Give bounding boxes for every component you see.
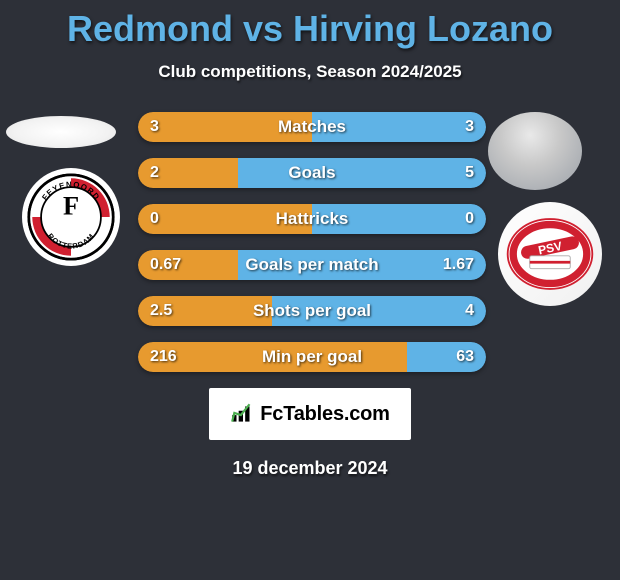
metric-label: Goals <box>138 158 486 188</box>
club-right-badge: PSV <box>498 202 602 306</box>
player-right-photo <box>488 112 582 190</box>
metric-row: 00Hattricks <box>138 204 486 234</box>
metric-label: Min per goal <box>138 342 486 372</box>
club-left-badge: F FEYENOORD ROTTERDAM <box>22 168 120 266</box>
page-title: Redmond vs Hirving Lozano <box>0 0 620 50</box>
metric-row: 25Goals <box>138 158 486 188</box>
bar-chart-icon <box>230 401 256 427</box>
title-text: Redmond vs Hirving Lozano <box>67 8 553 49</box>
brand-badge: FcTables.com <box>209 388 411 440</box>
brand-text: FcTables.com <box>260 403 390 426</box>
psv-crest-icon: PSV <box>504 208 596 300</box>
feyenoord-crest-icon: F FEYENOORD ROTTERDAM <box>27 173 115 261</box>
metric-label: Goals per match <box>138 250 486 280</box>
metric-label: Matches <box>138 112 486 142</box>
comparison-chart: F FEYENOORD ROTTERDAM PSV 33Matches 25Goa… <box>0 112 620 372</box>
metric-row: 0.671.67Goals per match <box>138 250 486 280</box>
metric-row: 2.54Shots per goal <box>138 296 486 326</box>
metric-label: Hattricks <box>138 204 486 234</box>
subtitle: Club competitions, Season 2024/2025 <box>0 62 620 82</box>
date-text: 19 december 2024 <box>0 458 620 479</box>
metric-bars: 33Matches 25Goals 00Hattricks 0.671.67Goals… <box>138 112 486 372</box>
metric-row: 33Matches <box>138 112 486 142</box>
metric-label: Shots per goal <box>138 296 486 326</box>
metric-row: 21663Min per goal <box>138 342 486 372</box>
player-left-photo <box>6 116 116 148</box>
svg-text:F: F <box>63 190 79 220</box>
